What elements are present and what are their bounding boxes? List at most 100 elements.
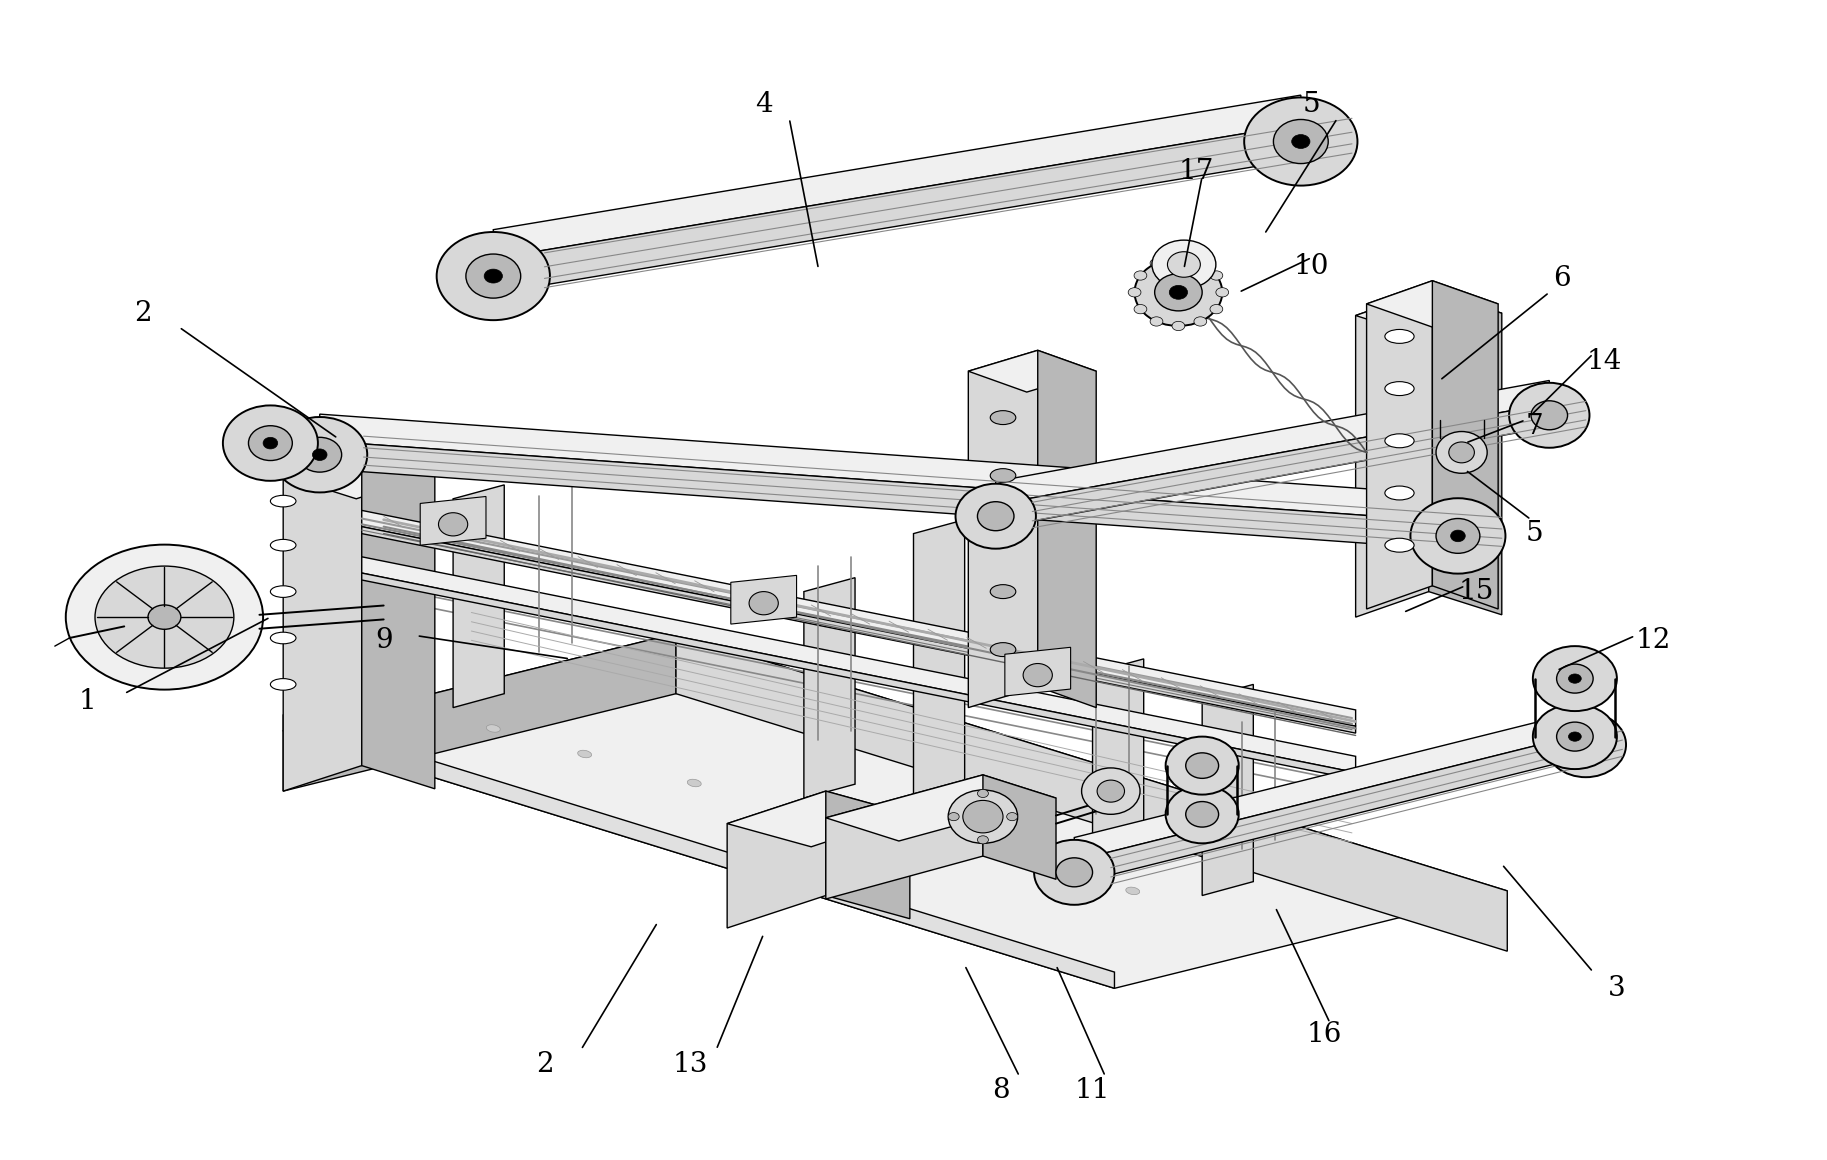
- Ellipse shape: [1436, 519, 1480, 553]
- Polygon shape: [362, 450, 435, 789]
- Text: 2: 2: [535, 1051, 554, 1079]
- Polygon shape: [1038, 350, 1096, 708]
- Text: 9: 9: [375, 626, 393, 654]
- Ellipse shape: [1186, 802, 1219, 827]
- Ellipse shape: [1166, 737, 1239, 795]
- Ellipse shape: [95, 566, 234, 668]
- Ellipse shape: [1167, 252, 1200, 277]
- Polygon shape: [283, 633, 676, 791]
- Ellipse shape: [977, 789, 988, 798]
- Polygon shape: [362, 527, 1356, 733]
- Ellipse shape: [577, 751, 592, 757]
- Ellipse shape: [1127, 288, 1140, 297]
- Polygon shape: [731, 575, 797, 624]
- Ellipse shape: [1135, 271, 1147, 281]
- Ellipse shape: [1244, 97, 1357, 186]
- Polygon shape: [362, 510, 1356, 726]
- Ellipse shape: [1209, 304, 1222, 313]
- Polygon shape: [320, 441, 1458, 550]
- Ellipse shape: [1381, 494, 1403, 505]
- Text: 5: 5: [1526, 520, 1544, 548]
- Ellipse shape: [486, 725, 501, 732]
- Polygon shape: [453, 485, 504, 708]
- Polygon shape: [283, 450, 435, 499]
- Ellipse shape: [1451, 530, 1465, 542]
- Ellipse shape: [270, 679, 296, 690]
- Polygon shape: [493, 95, 1301, 259]
- Polygon shape: [727, 791, 826, 928]
- Ellipse shape: [484, 269, 502, 283]
- Polygon shape: [996, 380, 1549, 505]
- Polygon shape: [1429, 290, 1502, 615]
- Text: 7: 7: [1526, 413, 1544, 441]
- Text: 1: 1: [79, 688, 97, 716]
- Ellipse shape: [1193, 317, 1208, 326]
- Ellipse shape: [1557, 722, 1593, 752]
- Ellipse shape: [1186, 753, 1219, 778]
- Ellipse shape: [1135, 259, 1222, 326]
- Ellipse shape: [1155, 274, 1202, 311]
- Polygon shape: [968, 350, 1096, 392]
- Ellipse shape: [956, 484, 1036, 549]
- Ellipse shape: [1082, 768, 1140, 814]
- Polygon shape: [320, 414, 1458, 522]
- Ellipse shape: [1125, 887, 1140, 894]
- Text: 5: 5: [1303, 90, 1321, 118]
- Text: 4: 4: [755, 90, 773, 118]
- Ellipse shape: [248, 426, 292, 461]
- Ellipse shape: [1023, 664, 1052, 687]
- Ellipse shape: [1568, 674, 1582, 683]
- Ellipse shape: [990, 411, 1016, 425]
- Ellipse shape: [270, 586, 296, 597]
- Ellipse shape: [1173, 321, 1186, 331]
- Ellipse shape: [990, 585, 1016, 599]
- Ellipse shape: [1056, 858, 1093, 886]
- Polygon shape: [1367, 281, 1432, 609]
- Ellipse shape: [1381, 389, 1403, 399]
- Text: 8: 8: [992, 1076, 1010, 1104]
- Polygon shape: [983, 775, 1056, 879]
- Polygon shape: [283, 715, 1114, 988]
- Ellipse shape: [1381, 319, 1403, 331]
- Ellipse shape: [1273, 119, 1328, 164]
- Ellipse shape: [1385, 382, 1414, 396]
- Polygon shape: [362, 557, 1356, 773]
- Ellipse shape: [1016, 861, 1030, 868]
- Polygon shape: [1074, 710, 1586, 861]
- Ellipse shape: [1173, 254, 1186, 263]
- Ellipse shape: [1568, 732, 1582, 741]
- Ellipse shape: [1381, 441, 1403, 452]
- Polygon shape: [283, 633, 1507, 988]
- Ellipse shape: [270, 539, 296, 551]
- Ellipse shape: [148, 606, 181, 629]
- Ellipse shape: [990, 643, 1016, 657]
- Ellipse shape: [906, 834, 921, 841]
- Polygon shape: [1093, 659, 1144, 872]
- Ellipse shape: [1385, 538, 1414, 552]
- Ellipse shape: [1449, 442, 1474, 463]
- Ellipse shape: [1385, 486, 1414, 500]
- Polygon shape: [676, 633, 1507, 951]
- Ellipse shape: [948, 790, 1018, 843]
- Text: 13: 13: [672, 1051, 709, 1079]
- Ellipse shape: [1546, 712, 1626, 777]
- Text: 12: 12: [1635, 626, 1672, 654]
- Ellipse shape: [312, 449, 327, 461]
- Polygon shape: [1005, 647, 1071, 696]
- Ellipse shape: [749, 592, 778, 615]
- Polygon shape: [283, 450, 362, 791]
- Ellipse shape: [1509, 383, 1589, 448]
- Polygon shape: [996, 404, 1549, 528]
- Polygon shape: [1356, 290, 1502, 339]
- Ellipse shape: [948, 813, 959, 821]
- Ellipse shape: [466, 254, 521, 298]
- Ellipse shape: [1217, 288, 1230, 297]
- Ellipse shape: [1385, 434, 1414, 448]
- Polygon shape: [1432, 281, 1498, 609]
- Ellipse shape: [977, 501, 1014, 530]
- Ellipse shape: [990, 527, 1016, 541]
- Ellipse shape: [298, 437, 342, 472]
- Ellipse shape: [1436, 432, 1487, 473]
- Ellipse shape: [990, 469, 1016, 483]
- Polygon shape: [362, 573, 1356, 780]
